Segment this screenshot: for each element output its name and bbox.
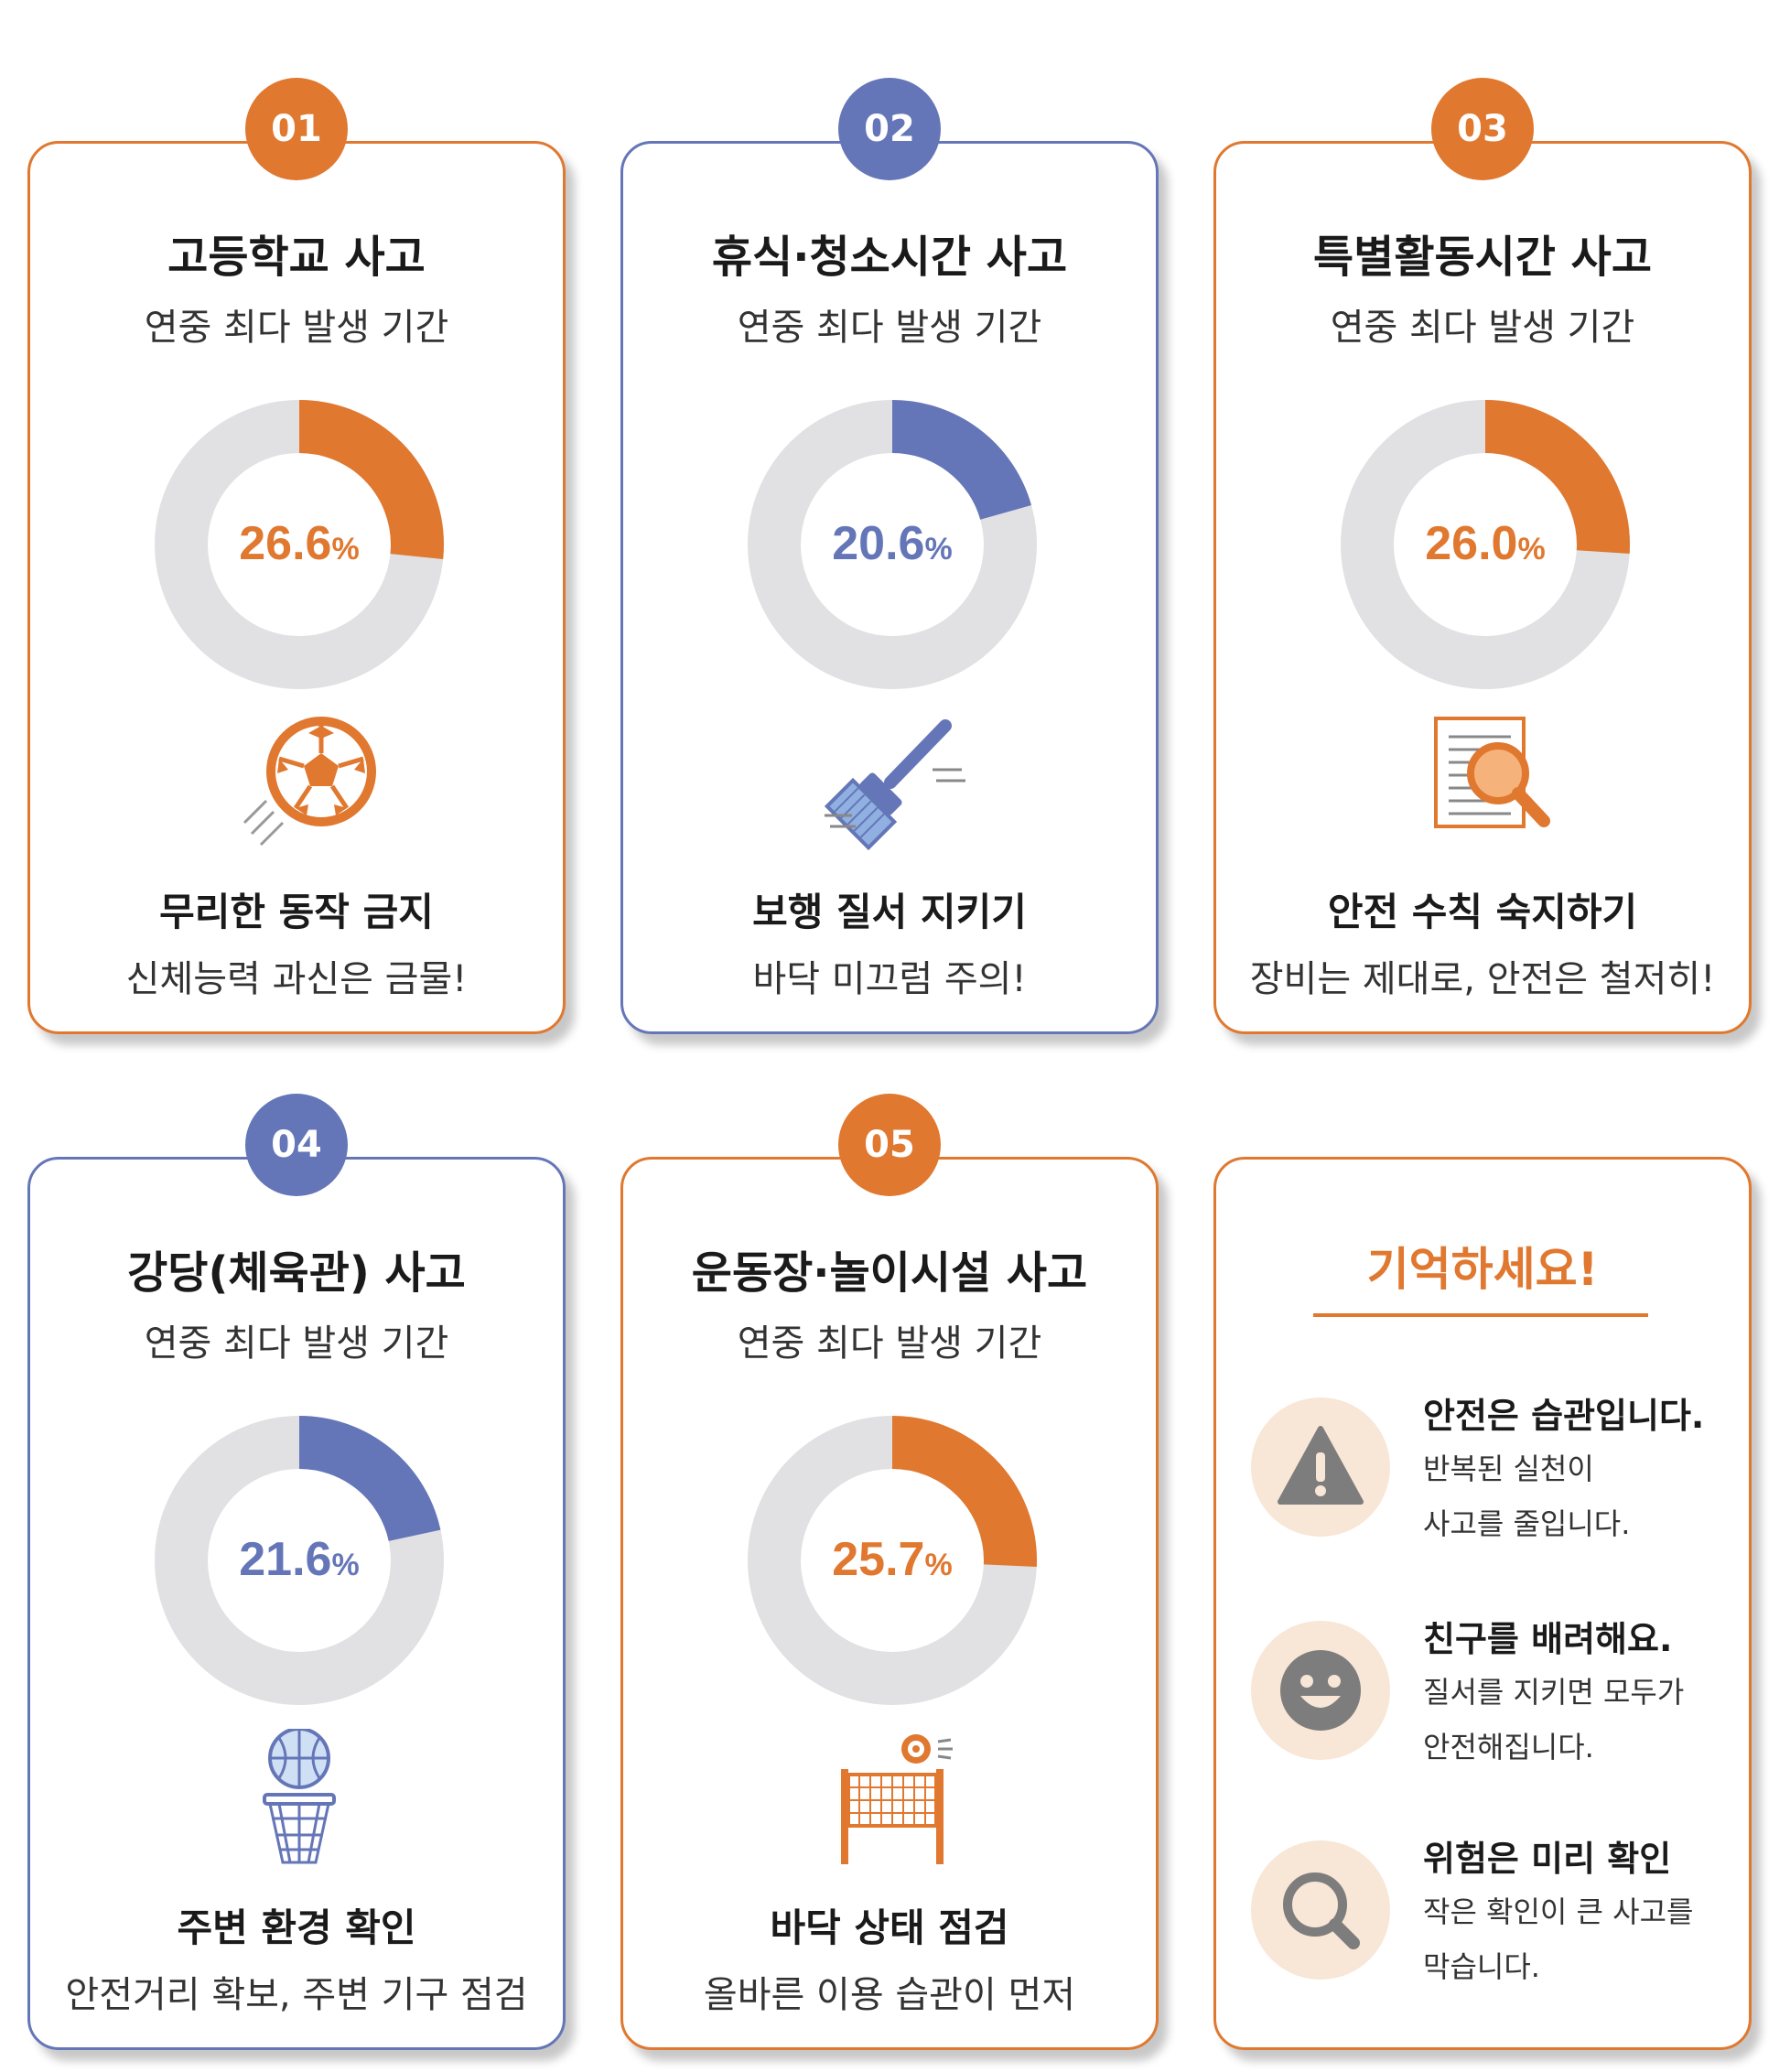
number-badge: 04 — [245, 1094, 348, 1196]
donut-chart: 21.6% — [155, 1416, 444, 1705]
card-title: 휴식·청소시간 사고 — [711, 232, 1068, 283]
remember-item-line2: 사고를 줄입니다. — [1423, 1506, 1631, 1541]
tip-title: 주변 환경 확인 — [177, 1905, 416, 1950]
remember-item-title: 위험은 미리 확인 — [1423, 1839, 1672, 1879]
remember-item-title: 친구를 배려해요. — [1423, 1619, 1673, 1659]
tip-title: 바닥 상태 점검 — [770, 1905, 1009, 1950]
card-subtitle: 연중 최다 발생 기간 — [737, 1322, 1042, 1365]
remember-item-line2: 막습니다. — [1423, 1949, 1540, 1984]
remember-item: 위험은 미리 확인 작은 확인이 큰 사고를 막습니다. — [1251, 1833, 1727, 1998]
donut-chart: 20.6% — [748, 400, 1037, 689]
soccer-ball-icon — [243, 717, 376, 847]
warning-icon — [1278, 1426, 1364, 1505]
donut-chart: 26.6% — [155, 400, 444, 689]
card-title: 강당(체육관) 사고 — [127, 1247, 466, 1299]
remember-title: 기억하세요! — [1366, 1243, 1599, 1296]
donut-slice — [748, 1416, 1037, 1705]
remember-item: 친구를 배려해요. 질서를 지키면 모두가 안전해집니다. — [1251, 1613, 1727, 1778]
remember-item: 안전은 습관입니다. 반복된 실천이 사고를 줄입니다. — [1251, 1390, 1727, 1555]
donut-slice — [155, 1416, 444, 1705]
stat-card-04: 04 강당(체육관) 사고 연중 최다 발생 기간 21.6% 주변 환경 확인… — [27, 1094, 566, 2050]
stat-card-01: 01 고등학교 사고 연중 최다 발생 기간 26.6% 무리한 동작 금지 신… — [27, 78, 566, 1034]
remember-item-line1: 질서를 지키면 모두가 — [1423, 1675, 1685, 1710]
card-subtitle: 연중 최다 발생 기간 — [1330, 307, 1635, 349]
magnifier-icon — [1283, 1872, 1360, 1949]
donut-slice — [1341, 400, 1630, 689]
remember-underline — [1313, 1313, 1648, 1317]
stat-card-03: 03 특별활동시간 사고 연중 최다 발생 기간 26.0% 안전 수칙 숙지하… — [1213, 78, 1752, 1034]
card-subtitle: 연중 최다 발생 기간 — [144, 1322, 449, 1365]
tip-description: 올바른 이용 습관이 먼저 — [703, 1974, 1076, 2016]
donut-value-label: 21.6% — [239, 1533, 359, 1586]
tip-title: 안전 수칙 숙지하기 — [1327, 890, 1638, 934]
broom-icon — [824, 719, 965, 850]
card-subtitle: 연중 최다 발생 기간 — [737, 307, 1042, 349]
tip-title: 무리한 동작 금지 — [159, 890, 434, 934]
remember-item-line1: 반복된 실천이 — [1423, 1451, 1594, 1486]
smiley-icon — [1280, 1650, 1361, 1731]
donut-chart: 25.7% — [748, 1416, 1037, 1705]
smiley-circle — [1251, 1621, 1390, 1760]
tip-description: 바닥 미끄럼 주의! — [752, 958, 1027, 1000]
number-badge: 01 — [245, 78, 348, 180]
donut-value-label: 20.6% — [832, 517, 952, 570]
number-badge: 02 — [838, 78, 941, 180]
tip-title: 보행 질서 지키기 — [752, 890, 1027, 934]
tip-description: 신체능력 과신은 금물! — [125, 958, 468, 1000]
stat-card-02: 02 휴식·청소시간 사고 연중 최다 발생 기간 20.6% 보행 질서 지키… — [620, 78, 1159, 1034]
card-subtitle: 연중 최다 발생 기간 — [144, 307, 449, 349]
remember-item-line1: 작은 확인이 큰 사고를 — [1423, 1894, 1694, 1929]
magnifier-circle — [1251, 1840, 1390, 1980]
remember-card: 기억하세요! 안전은 습관입니다. 반복된 실천이 사고를 줄입니다. — [1213, 1157, 1752, 2050]
card-title: 운동장·놀이시설 사고 — [691, 1247, 1088, 1299]
donut-value-label: 26.0% — [1425, 517, 1545, 570]
donut-value-label: 25.7% — [832, 1533, 952, 1586]
basketball-hoop-icon — [263, 1729, 336, 1864]
remember-item-line2: 안전해집니다. — [1423, 1730, 1594, 1764]
tip-description: 장비는 제대로, 안전은 철저히! — [1249, 958, 1716, 1000]
donut-slice — [748, 400, 1037, 689]
card-title: 특별활동시간 사고 — [1313, 232, 1652, 283]
volleyball-net-icon — [841, 1734, 953, 1864]
number-badge: 05 — [838, 1094, 941, 1196]
remember-item-title: 안전은 습관입니다. — [1423, 1396, 1705, 1436]
warning-circle — [1251, 1398, 1390, 1537]
number-badge: 03 — [1431, 78, 1534, 180]
donut-chart: 26.0% — [1341, 400, 1630, 689]
donut-value-label: 26.6% — [239, 517, 359, 570]
document-magnifier-icon — [1434, 717, 1550, 828]
card-title: 고등학교 사고 — [167, 232, 426, 283]
tip-description: 안전거리 확보, 주변 기구 점검 — [65, 1974, 528, 2016]
donut-slice — [155, 400, 444, 689]
stat-card-05: 05 운동장·놀이시설 사고 연중 최다 발생 기간 25.7% 바닥 상태 점… — [620, 1094, 1159, 2050]
